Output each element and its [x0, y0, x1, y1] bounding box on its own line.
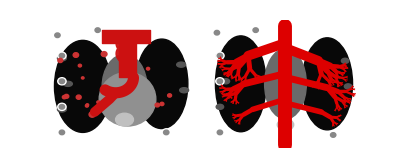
- Circle shape: [155, 103, 160, 107]
- Circle shape: [216, 129, 224, 136]
- Ellipse shape: [102, 54, 147, 118]
- Ellipse shape: [344, 84, 352, 89]
- Circle shape: [89, 112, 96, 117]
- Circle shape: [82, 77, 84, 79]
- Circle shape: [164, 130, 169, 135]
- Ellipse shape: [99, 72, 156, 126]
- Ellipse shape: [54, 40, 111, 132]
- Circle shape: [216, 78, 224, 85]
- Circle shape: [58, 103, 66, 110]
- Circle shape: [76, 95, 81, 99]
- Circle shape: [58, 129, 66, 136]
- Ellipse shape: [222, 79, 230, 84]
- Circle shape: [101, 52, 107, 57]
- Ellipse shape: [177, 62, 186, 67]
- Ellipse shape: [136, 39, 188, 128]
- Circle shape: [55, 33, 60, 38]
- Circle shape: [59, 53, 65, 58]
- Ellipse shape: [180, 88, 189, 93]
- Ellipse shape: [58, 107, 66, 112]
- Circle shape: [160, 102, 164, 106]
- Circle shape: [94, 27, 102, 34]
- Ellipse shape: [58, 56, 66, 61]
- Circle shape: [217, 53, 222, 58]
- Circle shape: [58, 58, 63, 63]
- Circle shape: [162, 129, 170, 136]
- Circle shape: [213, 29, 221, 36]
- Circle shape: [62, 95, 66, 99]
- Ellipse shape: [265, 49, 306, 119]
- Circle shape: [216, 52, 224, 59]
- Circle shape: [330, 133, 336, 137]
- Circle shape: [85, 105, 88, 107]
- Circle shape: [217, 130, 222, 135]
- Circle shape: [59, 130, 65, 135]
- Circle shape: [58, 78, 66, 85]
- Circle shape: [53, 32, 62, 39]
- Ellipse shape: [64, 81, 72, 86]
- Circle shape: [73, 53, 78, 57]
- Circle shape: [59, 105, 65, 109]
- Ellipse shape: [116, 113, 134, 126]
- Circle shape: [95, 28, 100, 32]
- Circle shape: [146, 67, 150, 70]
- Ellipse shape: [341, 58, 349, 63]
- Circle shape: [329, 131, 337, 139]
- Circle shape: [78, 64, 82, 67]
- Circle shape: [59, 79, 65, 83]
- Circle shape: [86, 104, 89, 106]
- Ellipse shape: [216, 53, 224, 58]
- Ellipse shape: [277, 119, 294, 130]
- Circle shape: [253, 28, 258, 32]
- Circle shape: [97, 101, 100, 104]
- Circle shape: [217, 79, 222, 83]
- Ellipse shape: [216, 36, 266, 132]
- Circle shape: [168, 94, 172, 97]
- Circle shape: [252, 27, 260, 34]
- Circle shape: [214, 30, 220, 35]
- Circle shape: [64, 94, 69, 98]
- Ellipse shape: [302, 38, 352, 130]
- Circle shape: [58, 52, 66, 59]
- Ellipse shape: [216, 104, 224, 109]
